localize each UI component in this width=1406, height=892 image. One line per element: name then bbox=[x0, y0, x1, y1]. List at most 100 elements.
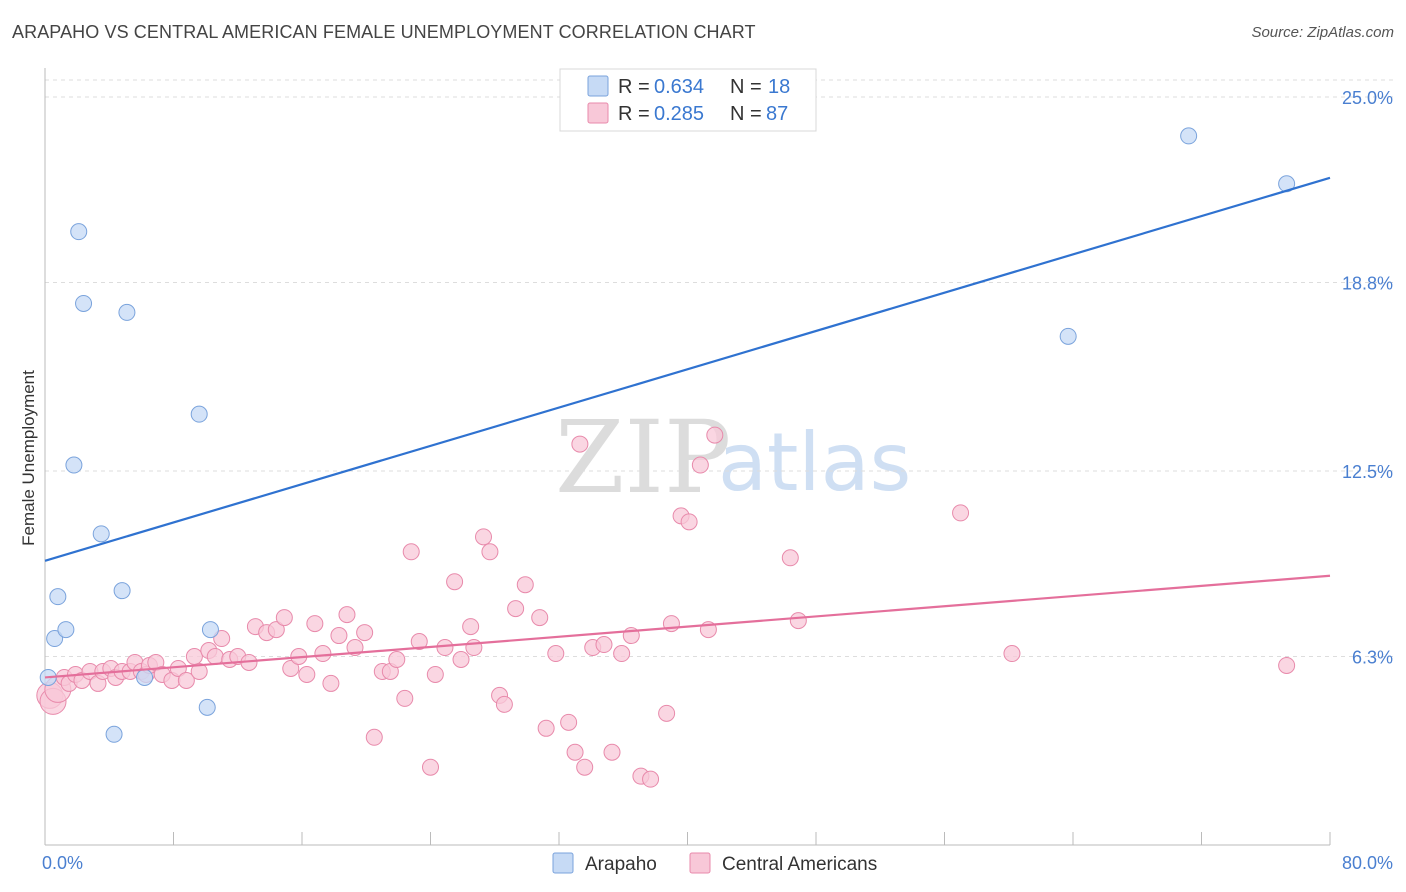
legend-n-value-central: 87 bbox=[766, 103, 788, 125]
legend-swatch-central bbox=[587, 102, 609, 124]
central-americans-point bbox=[338, 606, 356, 624]
legend-r-value-central: 0.285 bbox=[654, 103, 704, 125]
arapaho-trend-line bbox=[44, 176, 1331, 562]
x-tick-label-min: 0.0% bbox=[42, 853, 83, 873]
central-americans-point bbox=[537, 719, 555, 737]
central-americans-point bbox=[282, 659, 300, 677]
central-americans-point bbox=[560, 713, 578, 731]
axes bbox=[44, 68, 1331, 846]
arapaho-point bbox=[92, 525, 110, 543]
central-americans-point bbox=[571, 435, 589, 453]
arapaho-point bbox=[201, 621, 219, 639]
bottom-legend-label-arapaho: Arapaho bbox=[585, 854, 657, 875]
central-americans-point bbox=[495, 695, 513, 713]
arapaho-points bbox=[39, 127, 1296, 743]
y-tick-labels: 6.3% 12.5% 18.8% 25.0% bbox=[1342, 88, 1393, 668]
central-americans-point bbox=[206, 648, 224, 666]
central-americans-point bbox=[531, 609, 549, 627]
central-americans-point bbox=[576, 758, 594, 776]
watermark-zip: ZIP bbox=[555, 399, 731, 516]
central-americans-point bbox=[952, 504, 970, 522]
central-americans-point bbox=[516, 576, 534, 594]
central-americans-point bbox=[1003, 645, 1021, 663]
central-americans-point bbox=[356, 624, 374, 642]
y-tick-label: 25.0% bbox=[1342, 88, 1393, 108]
bottom-legend-swatch-arapaho bbox=[552, 852, 574, 874]
central-americans-point bbox=[658, 704, 676, 722]
arapaho-point bbox=[190, 405, 208, 423]
central-americans-point bbox=[1278, 656, 1296, 674]
bottom-legend-swatch-central bbox=[689, 852, 711, 874]
central-americans-point bbox=[547, 645, 565, 663]
bottom-legend-label-central: Central Americans bbox=[722, 854, 877, 875]
legend-swatch-arapaho bbox=[587, 75, 609, 97]
legend-r-label-arapaho: R = bbox=[618, 76, 650, 98]
arapaho-point bbox=[46, 630, 64, 648]
arapaho-point bbox=[70, 223, 88, 241]
central-americans-point bbox=[789, 612, 807, 630]
central-americans-point bbox=[388, 650, 406, 668]
central-americans-point bbox=[642, 770, 660, 788]
x-tick-label-max: 80.0% bbox=[1342, 853, 1393, 873]
central-americans-point bbox=[691, 456, 709, 474]
arapaho-point bbox=[75, 294, 93, 312]
chart-title: ARAPAHO VS CENTRAL AMERICAN FEMALE UNEMP… bbox=[12, 22, 756, 42]
central-americans-point bbox=[603, 743, 621, 761]
central-americans-trend-line bbox=[44, 574, 1331, 679]
central-americans-point bbox=[481, 543, 499, 561]
stats-legend: R = 0.634 N = 18 R = 0.285 N = 87 bbox=[559, 68, 817, 132]
central-americans-point bbox=[680, 513, 698, 531]
central-americans-point bbox=[402, 543, 420, 561]
central-americans-point bbox=[465, 639, 483, 657]
legend-n-value-arapaho: 18 bbox=[768, 76, 790, 98]
central-americans-point bbox=[426, 665, 444, 683]
legend-r-value-arapaho: 0.634 bbox=[654, 76, 704, 98]
central-americans-point bbox=[314, 645, 332, 663]
central-americans-point bbox=[365, 728, 383, 746]
central-americans-point bbox=[410, 633, 428, 651]
arapaho-point bbox=[1059, 327, 1077, 345]
central-americans-point bbox=[566, 743, 584, 761]
source-credit: Source: ZipAtlas.com bbox=[1251, 24, 1394, 41]
arapaho-point bbox=[113, 582, 131, 600]
central-americans-point bbox=[396, 689, 414, 707]
central-americans-point bbox=[462, 618, 480, 636]
central-americans-point bbox=[595, 636, 613, 654]
central-americans-point bbox=[298, 665, 316, 683]
central-americans-point bbox=[436, 639, 454, 657]
central-americans-point bbox=[190, 662, 208, 680]
arapaho-point bbox=[118, 303, 136, 321]
central-americans-point bbox=[275, 609, 293, 627]
central-americans-point bbox=[781, 549, 799, 567]
central-americans-point bbox=[213, 630, 231, 648]
watermark-atlas: atlas bbox=[718, 416, 911, 509]
arapaho-point bbox=[105, 725, 123, 743]
central-americans-point bbox=[422, 758, 439, 776]
arapaho-point bbox=[198, 698, 216, 716]
legend-r-label-central: R = bbox=[618, 103, 650, 125]
legend-n-label-central: N = bbox=[730, 103, 762, 125]
central-americans-point bbox=[446, 573, 464, 591]
central-americans-point bbox=[507, 600, 525, 618]
series-legend: Arapaho Central Americans bbox=[552, 852, 877, 875]
central-americans-point bbox=[267, 621, 285, 639]
legend-n-label-arapaho: N = bbox=[730, 76, 762, 98]
arapaho-point bbox=[65, 456, 83, 474]
central-americans-point bbox=[452, 650, 470, 668]
central-americans-point bbox=[706, 426, 724, 444]
central-americans-point bbox=[185, 648, 203, 666]
central-americans-point bbox=[306, 615, 324, 633]
y-tick-label: 12.5% bbox=[1342, 462, 1393, 482]
y-axis-title: Female Unemployment bbox=[19, 370, 38, 546]
y-tick-label: 18.8% bbox=[1342, 274, 1393, 294]
arapaho-point bbox=[49, 588, 67, 606]
central-americans-point bbox=[330, 627, 348, 645]
central-americans-points bbox=[36, 426, 1296, 788]
central-americans-point bbox=[475, 528, 493, 546]
arapaho-point bbox=[1180, 127, 1198, 145]
gridlines bbox=[45, 79, 1395, 658]
trend-lines bbox=[44, 176, 1331, 679]
central-americans-point bbox=[322, 674, 340, 692]
central-americans-point bbox=[177, 671, 195, 689]
